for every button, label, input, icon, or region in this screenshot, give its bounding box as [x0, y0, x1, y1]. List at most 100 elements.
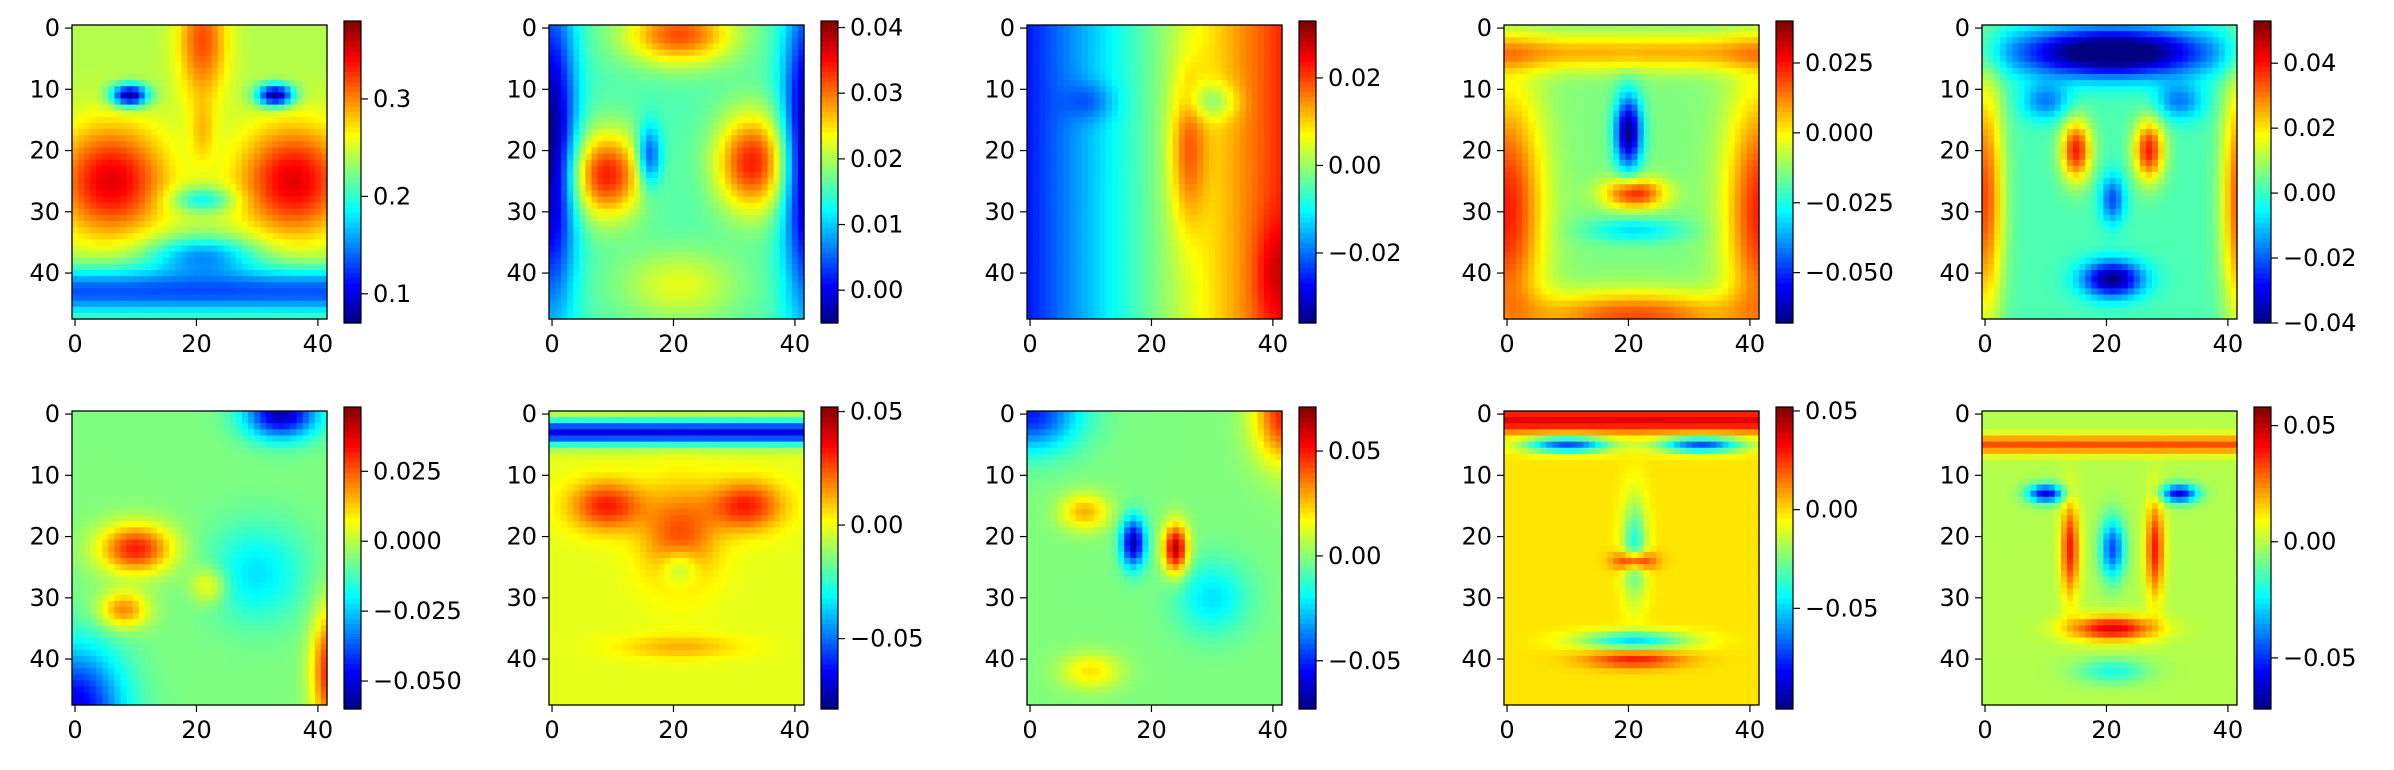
x-tick-label: 0 [544, 330, 559, 358]
colorbar: −0.05 0.00 0.05 [1298, 406, 1402, 710]
y-tick-label: 30 [1461, 198, 1492, 226]
colorbar: −0.04 −0.02 0.00 0.02 0.04 [2253, 20, 2357, 337]
heatmap-image [549, 25, 805, 320]
y-tick-label: 0 [1477, 400, 1492, 428]
subplot-4: 0 20 40 0 10 20 30 40 −0.050 −0.025 0.000 0.025 [1461, 14, 1893, 358]
y-tick-label: 30 [1939, 584, 1970, 612]
colorbar: −0.05 0.00 0.05 [1775, 397, 1879, 710]
x-tick-label: 0 [1022, 330, 1037, 358]
subplot-3: 0 20 40 0 10 20 30 40 −0.02 0.00 0.02 [984, 14, 1401, 358]
subplot-5: 0 20 40 0 10 20 30 40 −0.04 −0.02 0.00 0.02 0.04 [1939, 14, 2356, 358]
y-tick-label: 30 [29, 584, 60, 612]
y-tick-label: 30 [29, 198, 60, 226]
y-tick-label: 0 [522, 400, 537, 428]
y-tick-label: 40 [984, 645, 1015, 673]
colorbar-tick-label: 0.01 [850, 211, 903, 239]
colorbar-tick-label: 0.025 [373, 457, 442, 485]
colorbar-tick-label: 0.1 [373, 280, 411, 308]
heatmap-image [1027, 25, 1283, 320]
axes-frame [1503, 410, 1760, 706]
colorbar-tick-label: 0.02 [850, 145, 903, 173]
y-tick-label: 20 [506, 523, 537, 551]
axes-frame [71, 24, 328, 320]
y-tick-label: 0 [1955, 400, 1970, 428]
x-tick-label: 0 [1977, 716, 1992, 744]
y-tick-label: 40 [1939, 645, 1970, 673]
colorbar-tick-label: −0.02 [1328, 239, 1402, 267]
x-tick-label: 0 [67, 716, 82, 744]
heatmap-image [1027, 411, 1283, 706]
x-tick-label: 40 [1258, 330, 1289, 358]
y-tick-label: 10 [29, 75, 60, 103]
colorbar-tick-label: −0.04 [2283, 309, 2357, 337]
colorbar-tick-label: 0.02 [2283, 114, 2336, 142]
x-tick-label: 0 [1977, 330, 1992, 358]
colorbar: −0.050 −0.025 0.000 0.025 [343, 406, 462, 710]
x-tick-label: 40 [1735, 330, 1766, 358]
y-tick-label: 0 [1000, 14, 1015, 42]
colorbar-tick-label: −0.025 [1805, 189, 1894, 217]
subplot-2: 0 20 40 0 10 20 30 40 0.00 0.01 0.02 0.03 0.04 [506, 14, 903, 358]
axes-frame [1981, 410, 2238, 706]
colorbar: −0.05 0.00 0.05 [820, 398, 924, 710]
x-tick-label: 20 [2091, 330, 2122, 358]
x-tick-label: 40 [1735, 716, 1766, 744]
subplot-7: 0 20 40 0 10 20 30 40 −0.05 0.00 0.05 [506, 398, 923, 744]
y-tick-label: 0 [522, 14, 537, 42]
colorbar-tick-label: −0.02 [2283, 244, 2357, 272]
y-tick-label: 20 [984, 523, 1015, 551]
y-tick-label: 10 [506, 461, 537, 489]
x-tick-label: 40 [303, 716, 334, 744]
y-tick-label: 10 [506, 75, 537, 103]
y-tick-label: 40 [506, 259, 537, 287]
axes-frame [1981, 24, 2238, 320]
subplot-8: 0 20 40 0 10 20 30 40 −0.05 0.00 0.05 [984, 400, 1401, 744]
colorbar-tick-label: −0.05 [850, 625, 924, 653]
y-tick-label: 10 [1939, 75, 1970, 103]
y-tick-label: 0 [1477, 14, 1492, 42]
subplot-10: 0 20 40 0 10 20 30 40 −0.05 0.00 0.05 [1939, 400, 2356, 744]
x-tick-label: 0 [1499, 330, 1514, 358]
colorbar-tick-label: −0.05 [1328, 647, 1402, 675]
y-tick-label: 20 [29, 137, 60, 165]
y-tick-label: 40 [29, 645, 60, 673]
colorbar: −0.050 −0.025 0.000 0.025 [1775, 20, 1894, 324]
x-tick-label: 0 [544, 716, 559, 744]
subplot-6: 0 20 40 0 10 20 30 40 −0.050 −0.025 0.000 0.025 [29, 400, 461, 744]
x-tick-label: 20 [181, 330, 212, 358]
axes-frame [1026, 24, 1283, 320]
x-tick-label: 40 [780, 716, 811, 744]
colorbar-tick-label: 0.04 [850, 14, 903, 42]
x-tick-label: 40 [780, 330, 811, 358]
colorbar: −0.05 0.00 0.05 [2253, 406, 2357, 710]
y-tick-label: 20 [1939, 523, 1970, 551]
y-tick-label: 10 [984, 461, 1015, 489]
x-tick-label: 40 [2213, 330, 2244, 358]
axes-frame [1026, 410, 1283, 706]
colorbar-tick-label: −0.05 [1805, 594, 1879, 622]
colorbar-tick-label: 0.3 [373, 85, 411, 113]
y-tick-label: 10 [1939, 461, 1970, 489]
y-tick-label: 20 [1461, 523, 1492, 551]
colorbar-tick-label: 0.02 [1328, 64, 1381, 92]
y-tick-label: 10 [29, 461, 60, 489]
y-tick-label: 20 [506, 137, 537, 165]
axes-frame [548, 410, 805, 706]
colorbar-tick-label: −0.05 [2283, 644, 2357, 672]
colorbar-tick-label: 0.2 [373, 182, 411, 210]
x-tick-label: 20 [658, 716, 689, 744]
colorbar-tick-label: 0.05 [850, 398, 903, 426]
subplot-9: 0 20 40 0 10 20 30 40 −0.05 0.00 0.05 [1461, 397, 1878, 744]
colorbar-tick-label: 0.05 [2283, 412, 2336, 440]
colorbar-tick-label: −0.025 [373, 597, 462, 625]
x-tick-label: 0 [1499, 716, 1514, 744]
y-tick-label: 40 [1939, 259, 1970, 287]
colorbar: 0.00 0.01 0.02 0.03 0.04 [820, 14, 903, 324]
y-tick-label: 30 [506, 198, 537, 226]
y-tick-label: 0 [45, 400, 60, 428]
y-tick-label: 40 [1461, 645, 1492, 673]
colorbar-tick-label: 0.00 [1805, 496, 1858, 524]
x-tick-label: 20 [1613, 716, 1644, 744]
y-tick-label: 20 [984, 137, 1015, 165]
colorbar-tick-label: 0.00 [850, 276, 903, 304]
